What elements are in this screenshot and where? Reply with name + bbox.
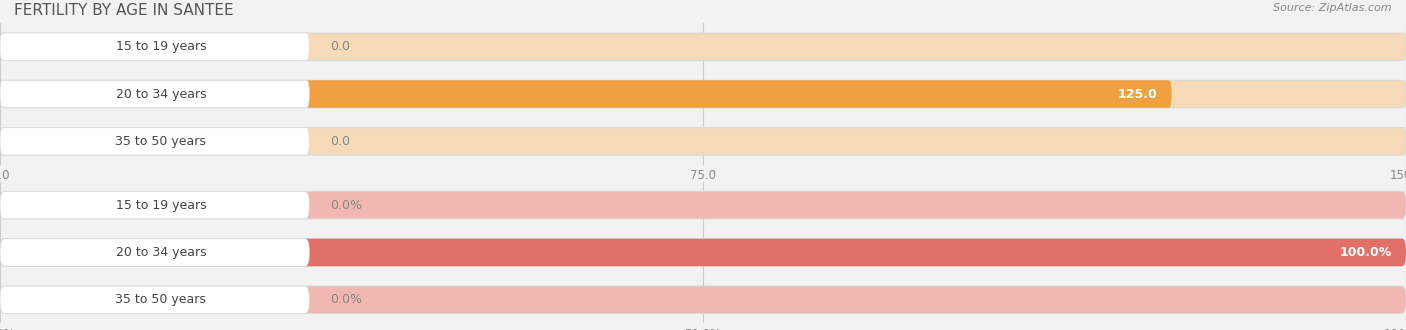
Text: 0.0%: 0.0% <box>330 293 363 306</box>
FancyBboxPatch shape <box>0 239 1406 266</box>
Text: 100.0%: 100.0% <box>1340 246 1392 259</box>
FancyBboxPatch shape <box>0 128 1406 155</box>
FancyBboxPatch shape <box>0 33 1406 60</box>
FancyBboxPatch shape <box>0 239 1406 266</box>
FancyBboxPatch shape <box>0 80 1171 108</box>
Text: 125.0: 125.0 <box>1118 87 1157 101</box>
Text: 20 to 34 years: 20 to 34 years <box>115 246 207 259</box>
FancyBboxPatch shape <box>0 239 309 266</box>
Text: 15 to 19 years: 15 to 19 years <box>115 199 207 212</box>
Text: 15 to 19 years: 15 to 19 years <box>115 40 207 53</box>
Text: 20 to 34 years: 20 to 34 years <box>115 87 207 101</box>
Text: 0.0: 0.0 <box>330 135 350 148</box>
FancyBboxPatch shape <box>0 80 309 108</box>
FancyBboxPatch shape <box>0 80 1406 108</box>
FancyBboxPatch shape <box>0 33 309 60</box>
FancyBboxPatch shape <box>0 191 309 219</box>
Text: 0.0: 0.0 <box>330 40 350 53</box>
FancyBboxPatch shape <box>0 191 1406 219</box>
Text: 35 to 50 years: 35 to 50 years <box>115 135 207 148</box>
FancyBboxPatch shape <box>0 128 309 155</box>
Text: 35 to 50 years: 35 to 50 years <box>115 293 207 306</box>
FancyBboxPatch shape <box>0 286 309 314</box>
FancyBboxPatch shape <box>0 286 1406 314</box>
Text: FERTILITY BY AGE IN SANTEE: FERTILITY BY AGE IN SANTEE <box>14 3 233 18</box>
Text: Source: ZipAtlas.com: Source: ZipAtlas.com <box>1274 3 1392 13</box>
Text: 0.0%: 0.0% <box>330 199 363 212</box>
